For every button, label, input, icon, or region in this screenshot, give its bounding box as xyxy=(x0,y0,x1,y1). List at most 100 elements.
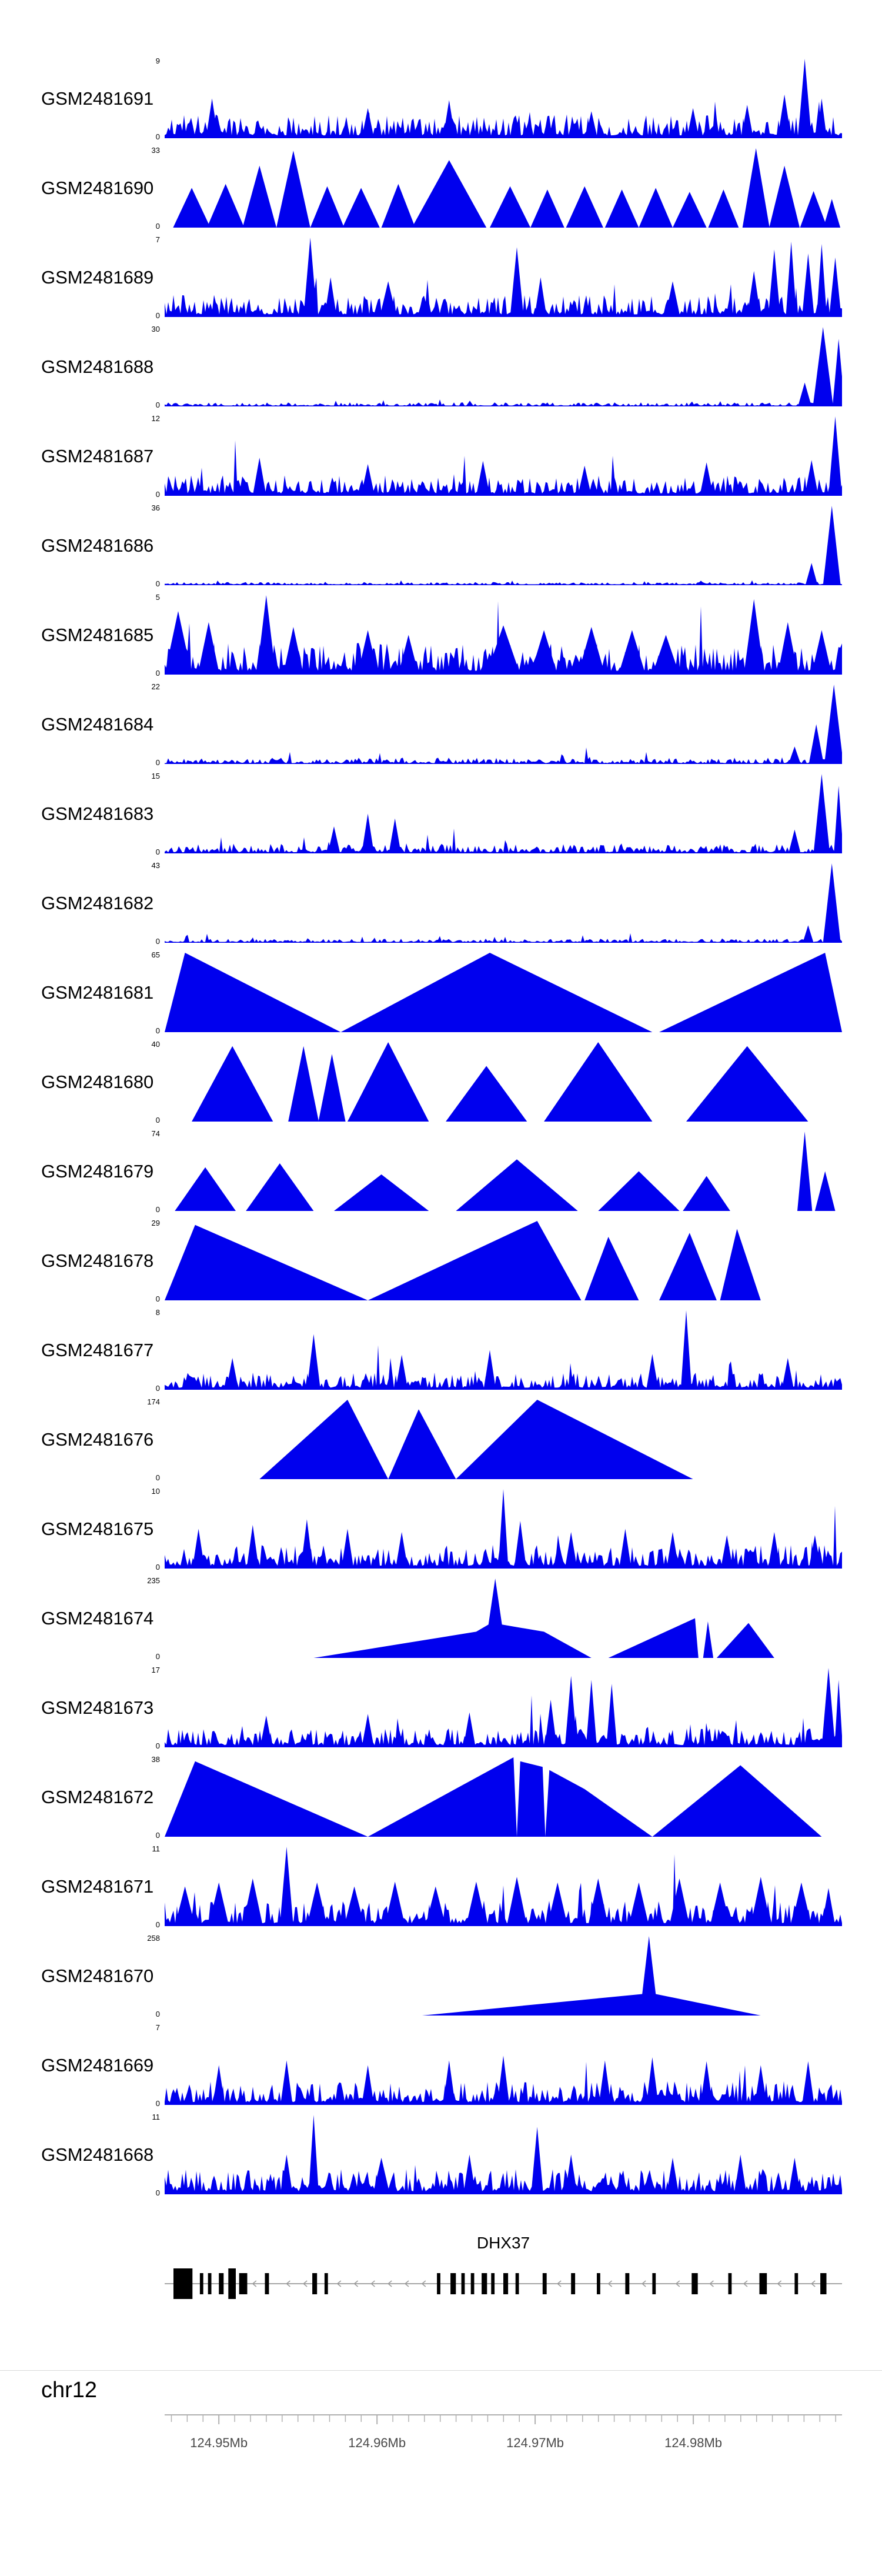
exon xyxy=(759,2273,767,2294)
coverage-path xyxy=(165,953,842,1032)
coverage-area xyxy=(165,953,842,1032)
coverage-area xyxy=(165,1221,761,1300)
coverage-path xyxy=(422,1936,761,2016)
strand-arrow-left-icon xyxy=(777,2280,782,2287)
coverage-plot: 33 0 xyxy=(152,146,842,230)
track-row: GSM2481683 15 0 xyxy=(0,772,882,863)
coverage-area xyxy=(165,327,842,406)
gene-name-label: DHX37 xyxy=(476,2234,530,2252)
track-label: GSM2481671 xyxy=(41,1876,154,1897)
coverage-path xyxy=(165,506,842,585)
y-axis-max: 30 xyxy=(151,325,160,333)
track-label: GSM2481669 xyxy=(41,2055,154,2076)
track-label: GSM2481691 xyxy=(41,88,154,109)
coverage-path xyxy=(165,2056,842,2105)
coverage-plot: 22 0 xyxy=(152,683,842,766)
coverage-path xyxy=(173,148,841,228)
coverage-path xyxy=(165,774,842,853)
track-row: GSM2481685 5 0 xyxy=(0,593,882,685)
y-axis-max: 12 xyxy=(151,414,160,423)
exon xyxy=(312,2273,318,2294)
y-axis-zero: 0 xyxy=(155,1473,160,1482)
coverage-area xyxy=(192,1042,808,1122)
track-row: GSM2481680 40 0 xyxy=(0,1040,882,1132)
y-axis-zero: 0 xyxy=(155,490,160,499)
track-row: GSM2481688 30 0 xyxy=(0,325,882,416)
coverage-plot: 36 0 xyxy=(152,504,842,588)
coverage-path xyxy=(165,685,842,764)
track-label: GSM2481676 xyxy=(41,1429,154,1450)
y-axis-zero: 0 xyxy=(155,758,160,767)
exon xyxy=(173,2268,193,2299)
coverage-area xyxy=(165,1489,842,1569)
track-label: GSM2481672 xyxy=(41,1787,154,1807)
track-row: GSM2481672 38 0 xyxy=(0,1755,882,1847)
track-label: GSM2481682 xyxy=(41,893,154,913)
coverage-plot: 11 0 xyxy=(152,2113,842,2197)
axis-tick-label: 124.96Mb xyxy=(348,2435,406,2450)
y-axis-max: 174 xyxy=(147,1397,160,1406)
track-row: GSM2481682 43 0 xyxy=(0,862,882,953)
exon xyxy=(265,2273,269,2294)
coverage-path xyxy=(165,238,842,317)
coverage-area xyxy=(165,506,842,585)
y-axis-zero: 0 xyxy=(155,1831,160,1840)
coverage-plot: 43 0 xyxy=(152,862,842,945)
y-axis-max: 38 xyxy=(151,1755,160,1764)
y-axis-zero: 0 xyxy=(155,401,160,409)
y-axis-max: 235 xyxy=(147,1576,160,1585)
coverage-area xyxy=(165,595,842,675)
y-axis-zero: 0 xyxy=(155,579,160,588)
exon xyxy=(208,2273,212,2294)
coverage-area xyxy=(173,148,841,228)
track-label: GSM2481681 xyxy=(41,982,154,1003)
y-axis-max: 7 xyxy=(155,235,160,244)
y-axis-max: 258 xyxy=(147,1934,160,1943)
y-axis-max: 43 xyxy=(151,861,160,870)
y-axis-zero: 0 xyxy=(155,1205,160,1214)
coverage-plot: 29 0 xyxy=(152,1219,842,1303)
y-axis-max: 65 xyxy=(151,950,160,959)
y-axis-zero: 0 xyxy=(155,1652,160,1661)
track-label: GSM2481689 xyxy=(41,267,154,288)
coverage-path xyxy=(175,1132,836,1211)
gene-track: DHX37 xyxy=(165,2234,842,2310)
coverage-path xyxy=(165,416,842,496)
strand-arrow-left-icon xyxy=(370,2280,375,2287)
coverage-plot: 12 0 xyxy=(152,415,842,498)
coverage-plot: 15 0 xyxy=(152,772,842,856)
y-axis-zero: 0 xyxy=(155,1741,160,1750)
coverage-plot: 11 0 xyxy=(152,1845,842,1928)
coverage-area xyxy=(165,2056,842,2105)
coverage-area xyxy=(165,1847,842,1926)
y-axis-max: 11 xyxy=(152,2113,161,2121)
exon xyxy=(820,2273,827,2294)
strand-arrow-left-icon xyxy=(252,2280,257,2287)
track-label: GSM2481688 xyxy=(41,356,154,377)
strand-arrow-left-icon xyxy=(353,2280,359,2287)
y-axis-zero: 0 xyxy=(155,937,160,946)
track-label: GSM2481675 xyxy=(41,1519,154,1539)
track-row: GSM2481678 29 0 xyxy=(0,1219,882,1310)
coverage-plot: 40 0 xyxy=(152,1040,842,1124)
track-label: GSM2481686 xyxy=(41,535,154,556)
exon xyxy=(491,2273,495,2294)
exon xyxy=(542,2273,547,2294)
coverage-path xyxy=(165,595,842,675)
coverage-area xyxy=(165,59,842,138)
track-row: GSM2481675 10 0 xyxy=(0,1487,882,1579)
coverage-path xyxy=(165,1221,761,1300)
coverage-area xyxy=(165,685,842,764)
y-axis-zero: 0 xyxy=(155,2010,160,2018)
coverage-plot: 17 0 xyxy=(152,1666,842,1750)
exon xyxy=(515,2273,519,2294)
chromosome-label: chr12 xyxy=(41,2378,98,2403)
y-axis-max: 29 xyxy=(151,1219,160,1227)
coverage-path xyxy=(165,1757,822,1837)
gene-model xyxy=(165,2268,842,2299)
exon xyxy=(482,2273,487,2294)
coverage-area xyxy=(165,863,842,943)
coverage-area xyxy=(165,2115,842,2194)
